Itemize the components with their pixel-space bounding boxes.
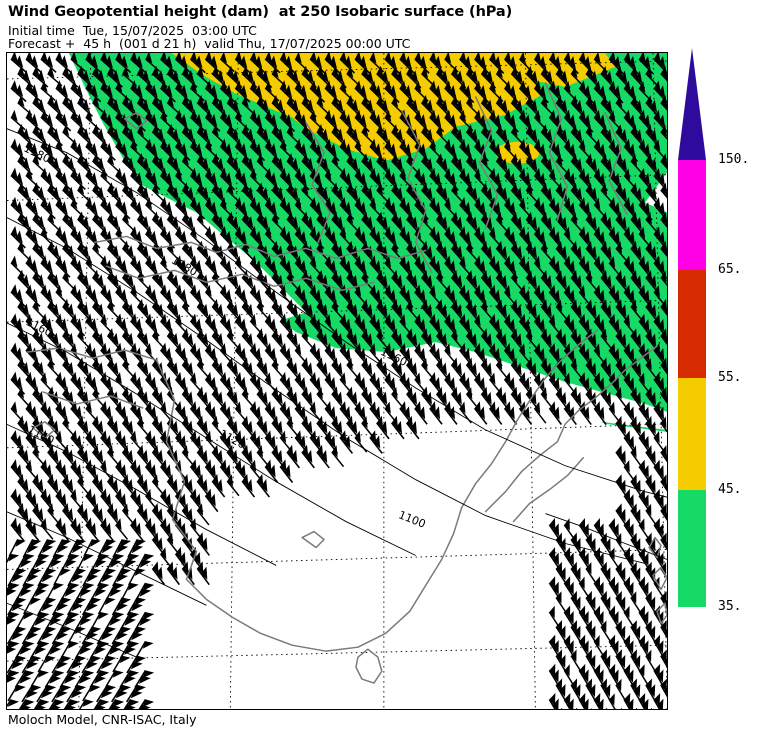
graticule-gridlines (7, 53, 667, 709)
geopotential-contours (7, 128, 667, 658)
forecast-validity-label: Forecast + 45 h (001 d 21 h) valid Thu, … (8, 36, 411, 51)
colorbar-top-arrow (678, 48, 706, 160)
page-title: Wind Geopotential height (dam) at 250 Is… (8, 4, 513, 20)
map-plot-area: 1180 1180 1160 1160 1140 1120 1100 (6, 52, 668, 710)
colorbar-tick-label: 150. (718, 152, 750, 167)
map-canvas: 1180 1180 1160 1160 1140 1120 1100 (7, 53, 667, 709)
model-credit-label: Moloch Model, CNR-ISAC, Italy (8, 712, 197, 727)
colorbar-band (678, 490, 706, 607)
colorbar-band (678, 378, 706, 490)
colorbar-tick-label: 55. (718, 370, 742, 385)
colorbar-tick-label: 65. (718, 262, 742, 277)
contour-label: 1100 (397, 508, 428, 531)
colorbar-band (678, 160, 706, 270)
colorbar-tick-label: 45. (718, 482, 742, 497)
colorbar-tick-label: 35. (718, 599, 742, 614)
initial-time-label: Initial time Tue, 15/07/2025 03:00 UTC (8, 23, 257, 38)
wind-speed-colorbar: 150. 65. 55. 45. 35. (678, 48, 760, 628)
coastline-borders (26, 82, 667, 684)
colorbar-band (678, 270, 706, 378)
